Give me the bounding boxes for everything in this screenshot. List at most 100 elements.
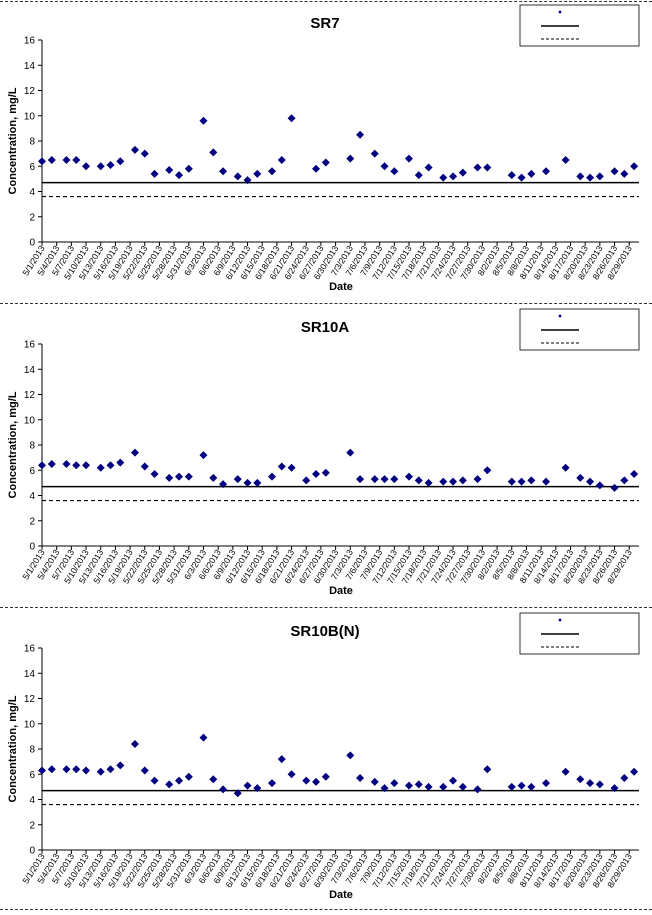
y-axis-label: Concentration, mg/L <box>7 87 19 194</box>
data-point <box>165 166 174 175</box>
y-tick-label: 8 <box>29 137 35 148</box>
data-point <box>38 766 46 775</box>
data-point <box>312 777 321 786</box>
legend <box>519 612 640 655</box>
data-point <box>542 477 551 486</box>
data-point <box>561 767 570 776</box>
data-point <box>165 780 174 789</box>
y-tick-label: 4 <box>29 795 35 806</box>
data-point <box>458 782 467 791</box>
data-point <box>130 739 139 748</box>
data-point <box>116 157 125 166</box>
data-point <box>414 780 423 789</box>
data-point <box>610 483 619 492</box>
x-axis-label: Date <box>329 281 353 293</box>
data-point <box>106 765 115 774</box>
data-point <box>586 477 595 486</box>
data-point <box>96 463 105 472</box>
data-point <box>72 461 81 470</box>
data-point <box>390 167 399 176</box>
data-point <box>507 477 516 486</box>
y-tick-label: 6 <box>29 770 35 781</box>
data-point <box>47 459 56 468</box>
data-point <box>267 167 276 176</box>
data-point <box>253 784 262 793</box>
data-point <box>405 472 414 481</box>
data-point <box>219 785 228 794</box>
panel-separator-top <box>0 1 652 2</box>
data-point <box>424 163 433 172</box>
data-point <box>630 470 639 479</box>
y-tick-label: 10 <box>24 719 36 730</box>
legend-box <box>519 308 640 351</box>
data-point <box>576 172 585 181</box>
data-point <box>277 755 286 764</box>
data-point <box>82 162 91 171</box>
y-tick-label: 14 <box>24 365 36 376</box>
data-point <box>424 782 433 791</box>
data-point <box>140 766 149 775</box>
chart-sr10b: SR10B(N) 0 2 4 6 8 10 12 14 16 Concentration, mg/L… <box>7 612 640 901</box>
data-point <box>405 154 414 163</box>
data-point <box>424 478 433 487</box>
data-point <box>517 477 526 486</box>
data-point <box>561 155 570 164</box>
data-point <box>542 167 551 176</box>
data-point <box>414 476 423 485</box>
data-point <box>561 463 570 472</box>
y-tick-label: 14 <box>24 61 36 72</box>
data-point <box>620 169 629 178</box>
data-point <box>199 116 208 125</box>
y-tick-label: 10 <box>24 111 36 122</box>
data-point <box>47 155 56 164</box>
data-point <box>130 448 139 457</box>
data-point <box>321 158 330 167</box>
data-point <box>346 154 355 163</box>
data-point <box>219 480 228 489</box>
chart-panel-sr10b: SR10B(N) 0 2 4 6 8 10 12 14 16 Concentration, mg/L… <box>0 608 652 910</box>
x-axis-label: Date <box>329 585 353 597</box>
data-point <box>243 478 252 487</box>
y-tick-label: 12 <box>24 86 36 97</box>
data-point <box>630 162 639 171</box>
data-point <box>233 789 242 798</box>
data-point <box>62 155 71 164</box>
data-point <box>175 776 184 785</box>
y-tick-label: 10 <box>24 415 36 426</box>
y-tick-label: 0 <box>29 238 35 249</box>
data-point <box>380 784 389 793</box>
data-point <box>243 176 252 185</box>
data-point <box>356 475 365 484</box>
data-point <box>439 782 448 791</box>
data-point <box>507 171 516 180</box>
data-point <box>370 777 379 786</box>
panel-separator <box>0 303 652 304</box>
data-point <box>277 155 286 164</box>
data-point <box>473 785 482 794</box>
data-point <box>595 780 604 789</box>
y-tick-label: 8 <box>29 441 35 452</box>
data-point <box>380 162 389 171</box>
data-point <box>390 475 399 484</box>
data-point <box>610 167 619 176</box>
y-tick-label: 2 <box>29 212 35 223</box>
data-point <box>165 473 174 482</box>
data-point <box>72 155 81 164</box>
legend-marker-symbol <box>558 10 562 14</box>
data-point <box>595 481 604 490</box>
data-point <box>346 751 355 760</box>
data-point <box>346 448 355 457</box>
legend-marker-symbol <box>558 618 562 622</box>
data-point <box>586 779 595 788</box>
data-point <box>458 168 467 177</box>
data-point <box>219 167 228 176</box>
data-point <box>312 164 321 173</box>
data-point <box>517 781 526 790</box>
data-point <box>473 475 482 484</box>
data-point <box>586 173 595 182</box>
y-tick-label: 16 <box>24 340 36 351</box>
y-tick-label: 0 <box>29 846 35 857</box>
y-tick-label: 0 <box>29 542 35 553</box>
data-point <box>106 160 115 169</box>
